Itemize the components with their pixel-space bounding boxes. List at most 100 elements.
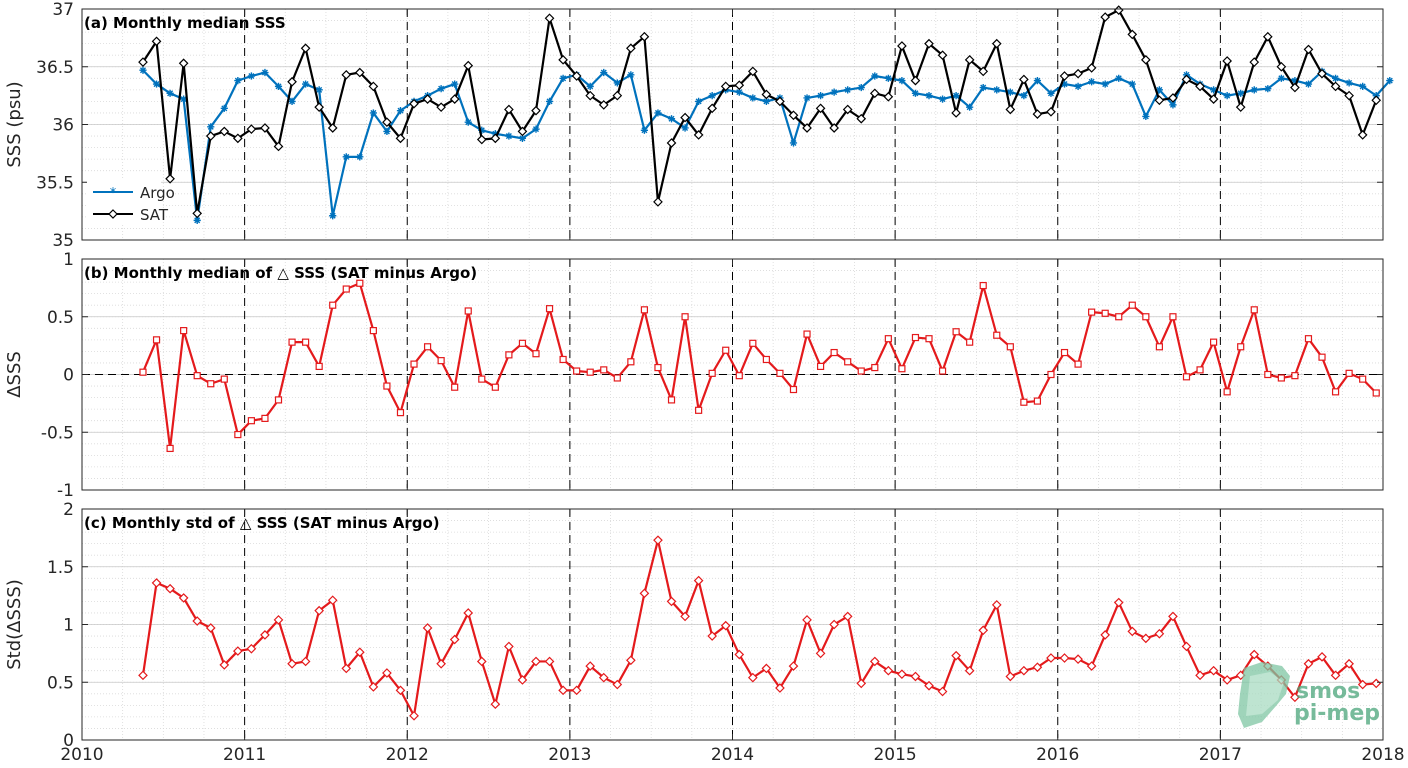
data-point: [695, 406, 703, 414]
data-point: [924, 38, 934, 49]
data-point: [1304, 80, 1313, 88]
data-point: [1357, 679, 1368, 690]
data-point: [1318, 353, 1326, 361]
data-point: [1249, 649, 1260, 660]
data-point: [1235, 102, 1246, 113]
data-point: [666, 596, 677, 607]
data-point: [1223, 388, 1231, 396]
data-point: [1019, 74, 1029, 85]
series-series-0: [139, 279, 1380, 453]
data-point: [260, 630, 270, 640]
data-point: [1181, 641, 1192, 652]
data-point: [762, 97, 770, 105]
legend-argo-marker: *: [110, 186, 117, 201]
data-point: [220, 104, 228, 112]
series-series-0: [138, 535, 1382, 721]
panel-title: (a) Monthly median SSS: [84, 14, 286, 32]
data-point: [802, 615, 812, 625]
data-point: [978, 625, 989, 636]
data-point: [1331, 74, 1340, 82]
data-point: [871, 72, 879, 80]
data-point: [695, 97, 703, 105]
data-point: [1020, 398, 1028, 406]
data-point: [803, 94, 811, 102]
data-point: [1371, 95, 1382, 106]
data-point: [993, 86, 1001, 94]
data-point: [1250, 306, 1258, 314]
data-point: [1047, 89, 1055, 97]
data-point: [979, 281, 987, 290]
data-point: [910, 671, 921, 682]
data-point: [437, 357, 445, 365]
y-tick-label: 0.5: [47, 308, 74, 328]
data-point: [409, 710, 419, 721]
data-point: [707, 631, 718, 641]
data-point: [234, 77, 242, 85]
data-point: [300, 656, 311, 667]
data-point: [1249, 57, 1260, 67]
data-point: [722, 346, 730, 354]
data-point: [1128, 301, 1136, 309]
data-point: [1006, 88, 1014, 96]
y-tick-label: 0: [63, 366, 74, 386]
data-point: [410, 360, 418, 368]
data-point: [233, 646, 243, 656]
data-point: [869, 656, 880, 667]
data-point: [666, 138, 677, 148]
panel-a: 35 35.5 36 36.5 37 (a) Monthly median SSS SSS …: [4, 0, 1394, 251]
data-point: [1086, 63, 1097, 73]
data-point: [478, 375, 486, 383]
data-point: [1169, 313, 1177, 321]
panel-c: 0 0.5 1 1.5 2 2010 2011 2012 2013 2014 2015 2016 201…: [4, 500, 1405, 765]
data-point: [966, 103, 974, 111]
data-point: [830, 348, 838, 357]
data-point: [436, 102, 446, 113]
data-point: [1359, 375, 1367, 383]
data-point: [205, 623, 216, 633]
data-point: [531, 105, 541, 116]
data-point: [1101, 309, 1109, 317]
data-point: [327, 595, 338, 606]
data-point: [287, 658, 297, 669]
data-point: [1196, 366, 1204, 374]
data-point: [476, 656, 487, 667]
data-point: [1208, 94, 1219, 104]
data-point: [451, 383, 459, 391]
data-point: [952, 328, 960, 336]
data-point: [1128, 80, 1136, 88]
data-point: [247, 72, 256, 80]
data-point: [571, 685, 582, 696]
data-point: [423, 343, 432, 351]
data-point: [247, 417, 256, 425]
data-point: [288, 97, 296, 105]
data-point: [1344, 658, 1354, 669]
data-point: [1223, 92, 1231, 100]
data-point: [816, 362, 825, 371]
x-tick-label: 2013: [548, 745, 591, 765]
data-point: [1264, 370, 1272, 379]
data-point: [993, 331, 1001, 339]
data-point: [1195, 81, 1205, 92]
data-point: [1059, 653, 1070, 663]
data-point: [911, 89, 920, 97]
data-point: [369, 109, 377, 117]
data-point: [749, 339, 757, 347]
data-point: [490, 133, 501, 144]
data-point: [449, 94, 460, 104]
data-point: [436, 658, 446, 669]
data-point: [951, 650, 961, 661]
data-point: [504, 104, 514, 115]
data-point: [938, 367, 947, 375]
data-point: [842, 104, 853, 115]
data-point: [558, 54, 568, 65]
data-point: [180, 327, 188, 335]
data-point: [518, 134, 527, 142]
data-point: [788, 110, 799, 121]
data-point: [422, 94, 433, 104]
data-point: [329, 301, 337, 309]
data-point: [884, 335, 892, 343]
data-point: [369, 327, 377, 335]
data-point: [1237, 343, 1245, 351]
data-point: [1303, 658, 1314, 669]
data-point: [396, 409, 405, 417]
